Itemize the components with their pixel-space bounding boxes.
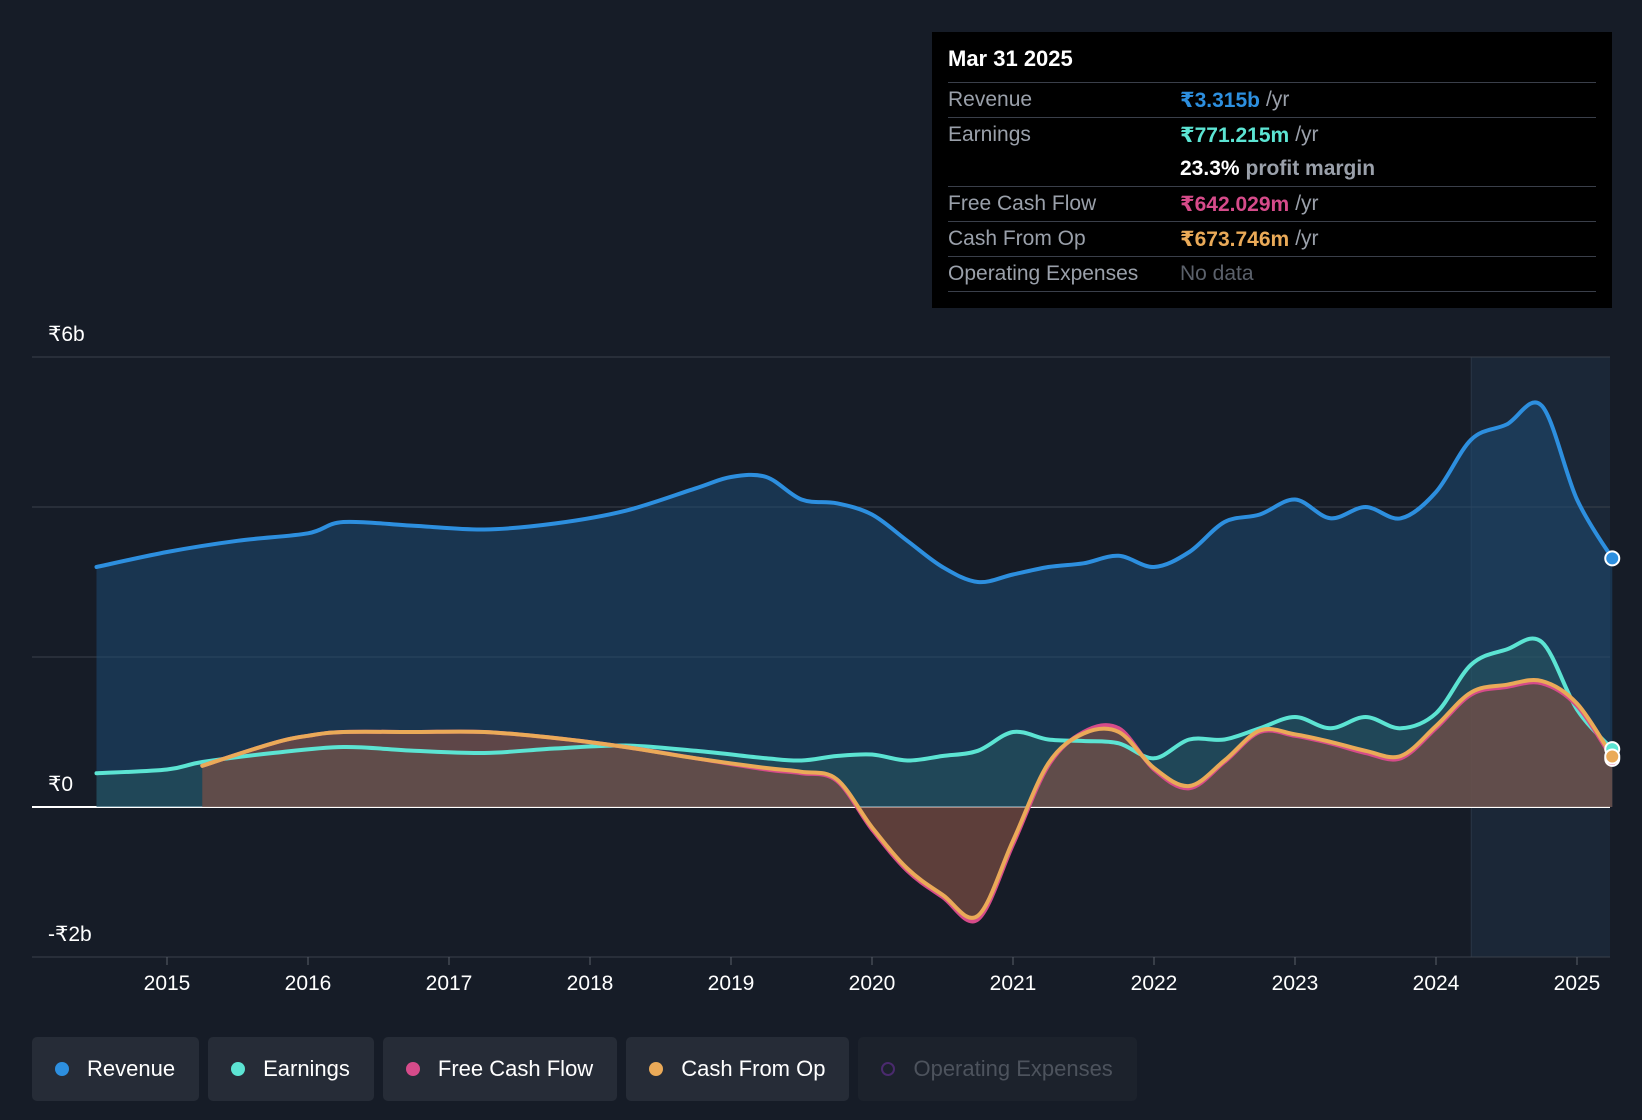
tooltip-value: 23.3% [1180,157,1240,180]
legend: Revenue Earnings Free Cash Flow Cash Fro… [32,1037,1137,1101]
legend-cash-from-op-button[interactable]: Cash From Op [626,1037,850,1101]
x-tick-label: 2016 [285,972,332,995]
tooltip-unit: /yr [1295,192,1319,215]
tooltip-value: ₹771.215m [1180,123,1290,147]
tooltip-label: Revenue [948,88,1033,111]
tooltip-value: ₹673.746m [1180,227,1290,251]
tooltip-value: No data [1180,262,1254,285]
tooltip-row-revenue: Revenue ₹3.315b /yr [948,83,1596,118]
x-tick-label: 2024 [1413,972,1460,995]
legend-free-cash-flow-button[interactable]: Free Cash Flow [382,1037,618,1101]
hollow-circle-icon [881,1062,896,1076]
x-tick-label: 2019 [708,972,755,995]
tooltip-row-profit-margin: 23.3% profit margin [948,152,1596,187]
tooltip-date: Mar 31 2025 [948,46,1596,83]
cash-from-op-end-marker [1604,748,1621,765]
tooltip-label: Free Cash Flow [948,192,1097,215]
legend-label: Operating Expenses [913,1056,1113,1081]
tooltip-unit: /yr [1295,227,1319,250]
legend-label: Cash From Op [681,1056,826,1081]
x-tick-label: 2023 [1272,972,1319,995]
tooltip-value: ₹642.029m [1180,192,1290,216]
tooltip-label: Earnings [948,123,1031,146]
revenue-line [94,400,1615,585]
filled-circle-icon [649,1062,664,1076]
tooltip-row-earnings: Earnings ₹771.215m /yr [948,118,1596,152]
filled-circle-icon [231,1062,246,1076]
tooltip-unit: /yr [1295,123,1319,146]
tooltip-value: ₹3.315b [1180,88,1260,112]
x-tick-label: 2017 [426,972,473,995]
x-tick-label: 2021 [990,972,1037,995]
legend-earnings-button[interactable]: Earnings [208,1037,374,1101]
legend-label: Earnings [263,1056,350,1081]
y-tick-label: ₹0 [48,773,73,796]
tooltip-row-operating-expenses: Operating Expenses No data [948,257,1596,292]
filled-circle-icon [55,1062,69,1076]
legend-revenue-button[interactable]: Revenue [32,1037,200,1101]
x-tick-label: 2020 [849,972,896,995]
x-tick-label: 2015 [144,972,191,995]
y-tick-label: ₹6b [48,323,85,346]
tooltip-row-free-cash-flow: Free Cash Flow ₹642.029m /yr [948,187,1596,222]
legend-label: Free Cash Flow [437,1056,594,1081]
revenue-area [96,402,1613,807]
cash-from-op-line [200,678,1615,920]
tooltip-label: Operating Expenses [948,262,1139,285]
tooltip-unit: /yr [1266,88,1290,111]
tooltip-label: Cash From Op [948,227,1086,250]
x-tick-label: 2022 [1131,972,1178,995]
legend-operating-expenses-button[interactable]: Operating Expenses [858,1037,1137,1101]
legend-label: Revenue [87,1056,176,1081]
tooltip-unit: profit margin [1245,157,1376,180]
x-tick-label: 2018 [567,972,614,995]
earnings-line [94,636,1615,776]
x-tick-label: 2025 [1554,972,1601,995]
tooltip: Mar 31 2025 Revenue ₹3.315b /yr Earnings… [932,32,1612,308]
filled-circle-icon [405,1062,420,1076]
free-cash-flow-area [202,682,1613,922]
earnings-area [96,638,1613,807]
tooltip-row-cash-from-op: Cash From Op ₹673.746m /yr [948,222,1596,257]
revenue-end-marker [1604,550,1621,567]
y-tick-label: -₹2b [48,923,92,946]
